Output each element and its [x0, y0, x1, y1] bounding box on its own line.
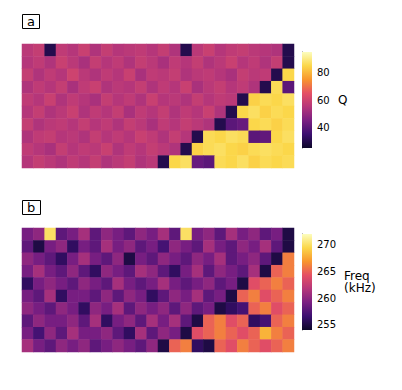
svg-text:b: b — [27, 200, 35, 215]
svg-text:270: 270 — [317, 239, 336, 250]
svg-text:Q: Q — [338, 93, 347, 107]
svg-text:40: 40 — [317, 122, 330, 133]
svg-text:a: a — [27, 14, 35, 29]
svg-text:265: 265 — [317, 266, 336, 277]
svg-text:Freq: Freq — [344, 269, 370, 283]
svg-text:260: 260 — [317, 293, 336, 304]
svg-text:(kHz): (kHz) — [344, 281, 376, 295]
svg-text:60: 60 — [317, 95, 330, 106]
svg-text:255: 255 — [317, 319, 336, 330]
svg-text:80: 80 — [317, 67, 330, 78]
